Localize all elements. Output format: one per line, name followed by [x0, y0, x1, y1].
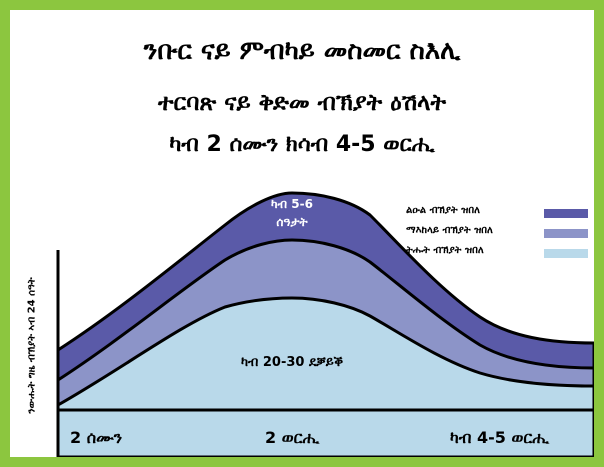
legend-swatch-high — [544, 209, 588, 218]
peak-annotation-line1: ካብ 5-6 — [271, 197, 313, 211]
legend-label-high: ልዑል ብኽያት ዝበለ — [406, 205, 480, 216]
y-axis-label: ንውሑት ግዜ ብኽያት ኣብ 24 ሰዓት — [26, 277, 38, 414]
base-annotation: ካብ 20-30 ደቓይቕ — [241, 355, 343, 370]
peak-annotation-line2: ሰዓታት — [276, 215, 308, 229]
chart-period: ካብ 2 ሰሙን ክሳብ 4-5 ወርሒ — [169, 132, 435, 157]
chart-plot: ካብ 5-6 ሰዓታት ካብ 20-30 ደቓይቕ — [56, 191, 594, 457]
x-tick-label: 2 ወርሒ — [265, 428, 320, 447]
x-tick-label: ካብ 4-5 ወርሒ — [450, 428, 549, 447]
band-low — [56, 296, 594, 457]
chart-frame: ንቡር ናይ ምብካይ መስመር ስእሊ ተርባጽ ናይ ቅድመ ብኽያት ዕሽ… — [10, 10, 594, 457]
chart-title: ንቡር ናይ ምብካይ መስመር ስእሊ — [143, 36, 461, 66]
legend-swatch-medium — [544, 229, 588, 238]
x-tick-label: 2 ሰሙን — [70, 428, 123, 447]
chart-subtitle: ተርባጽ ናይ ቅድመ ብኽያት ዕሽላት — [158, 90, 446, 116]
legend-swatch-low — [544, 249, 588, 258]
legend-label-medium: ማእከላይ ብኽያት ዝበለ — [406, 225, 493, 236]
legend-label-low: ትሑት ብኽያት ዝበለ — [406, 245, 484, 256]
